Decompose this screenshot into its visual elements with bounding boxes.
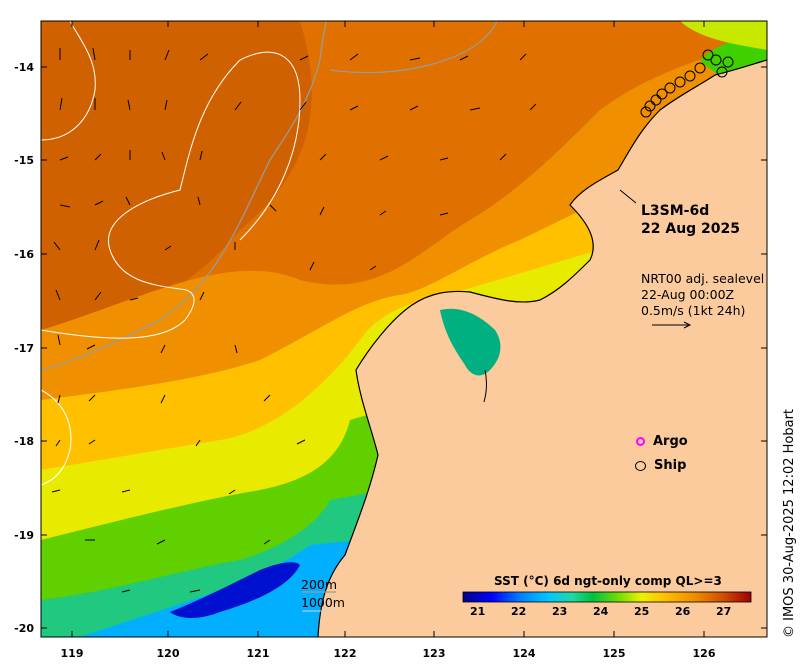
lat-label: -16 <box>14 248 34 261</box>
isobath-1000-label: 1000m <box>301 595 345 610</box>
legend-argo-label: Argo <box>653 434 688 449</box>
legend-ship: Ship <box>635 458 686 473</box>
credit-text: © IMOS 30-Aug-2025 12:02 Hobart <box>782 408 797 638</box>
legend-argo: Argo <box>636 434 688 449</box>
argo-marker-icon <box>636 437 645 446</box>
lon-label: 123 <box>422 647 446 660</box>
current-scale-arrow <box>652 321 692 329</box>
lon-label: 125 <box>602 647 626 660</box>
sst-field <box>41 21 767 637</box>
lat-label: -19 <box>14 529 34 542</box>
lat-label: -14 <box>14 61 34 74</box>
lon-label: 122 <box>333 647 357 660</box>
colorbar-tick: 24 <box>593 605 609 618</box>
lon-label: 124 <box>512 647 536 660</box>
ship-marker-icon <box>635 460 646 471</box>
lat-label: -18 <box>14 435 34 448</box>
isobath-200-label: 200m <box>301 577 338 592</box>
lat-label: -15 <box>14 154 34 167</box>
current-vectors <box>51 47 537 593</box>
colorbar-title: SST (°C) 6d ngt-only comp QL>=3 <box>494 574 722 588</box>
product-date: 22 Aug 2025 <box>641 221 741 237</box>
colorbar-tick: 21 <box>470 605 486 618</box>
lon-label: 126 <box>692 647 716 660</box>
colorbar-tick: 27 <box>716 605 732 618</box>
lon-label: 121 <box>246 647 270 660</box>
colorbar <box>462 591 752 603</box>
colorbar-tick: 22 <box>511 605 527 618</box>
land-mass <box>318 60 767 637</box>
current-scale: 0.5m/s (1kt 24h) <box>641 303 746 318</box>
current-source: NRT00 adj. sealevel <box>641 271 765 286</box>
colorbar-tick: 23 <box>552 605 568 618</box>
ship-track <box>640 49 734 118</box>
colorbar-tick: 26 <box>675 605 691 618</box>
lat-label: -20 <box>14 622 34 635</box>
product-name: L3SM-6d <box>641 203 710 219</box>
lon-label: 119 <box>60 647 84 660</box>
current-time: 22-Aug 00:00Z <box>641 287 735 302</box>
legend-ship-label: Ship <box>654 458 687 473</box>
colorbar-tick: 25 <box>634 605 650 618</box>
lat-label: -17 <box>14 342 34 355</box>
lon-label: 120 <box>156 647 180 660</box>
